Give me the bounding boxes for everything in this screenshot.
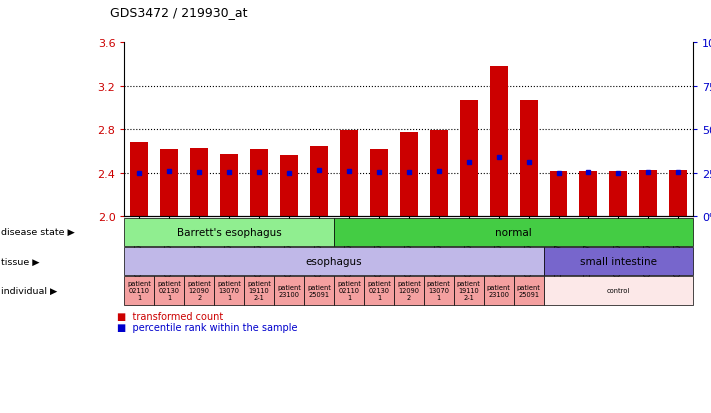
Text: patient
13070
1: patient 13070 1 [218, 281, 241, 301]
Bar [400, 132, 418, 217]
Bar [161, 150, 178, 217]
Text: patient
02130
1: patient 02130 1 [157, 281, 181, 301]
Text: patient
19110
2-1: patient 19110 2-1 [247, 281, 271, 301]
Text: patient
19110
2-1: patient 19110 2-1 [456, 281, 481, 301]
Text: disease state ▶: disease state ▶ [1, 228, 75, 237]
Bar [609, 171, 627, 217]
Bar [130, 143, 149, 217]
Text: ■  percentile rank within the sample: ■ percentile rank within the sample [117, 323, 298, 332]
Text: patient
13070
1: patient 13070 1 [427, 281, 451, 301]
Bar [669, 170, 688, 217]
Text: individual ▶: individual ▶ [1, 286, 57, 295]
Bar [639, 170, 657, 217]
Text: patient
02110
1: patient 02110 1 [127, 281, 151, 301]
Text: patient
23100: patient 23100 [277, 284, 301, 297]
Bar [191, 149, 208, 217]
Text: patient
25091: patient 25091 [307, 284, 331, 297]
Text: patient
02130
1: patient 02130 1 [367, 281, 391, 301]
Bar [579, 171, 597, 217]
Bar [250, 150, 268, 217]
Bar [310, 146, 328, 217]
Text: patient
02110
1: patient 02110 1 [337, 281, 361, 301]
Text: patient
12090
2: patient 12090 2 [187, 281, 211, 301]
Bar [370, 150, 388, 217]
Text: Barrett's esophagus: Barrett's esophagus [177, 227, 282, 237]
Text: ■  transformed count: ■ transformed count [117, 311, 223, 321]
Bar [429, 131, 448, 217]
Text: GDS3472 / 219930_at: GDS3472 / 219930_at [110, 6, 247, 19]
Text: patient
25091: patient 25091 [517, 284, 540, 297]
Text: esophagus: esophagus [306, 256, 363, 266]
Bar [280, 156, 298, 217]
Bar [550, 171, 567, 217]
Bar [520, 101, 538, 217]
Bar [340, 131, 358, 217]
Text: tissue ▶: tissue ▶ [1, 257, 39, 266]
Bar [220, 155, 238, 217]
Text: control: control [606, 288, 630, 294]
Bar [490, 67, 508, 217]
Text: patient
12090
2: patient 12090 2 [397, 281, 421, 301]
Text: small intestine: small intestine [580, 256, 657, 266]
Bar [460, 101, 478, 217]
Text: patient
23100: patient 23100 [487, 284, 510, 297]
Text: normal: normal [496, 227, 532, 237]
